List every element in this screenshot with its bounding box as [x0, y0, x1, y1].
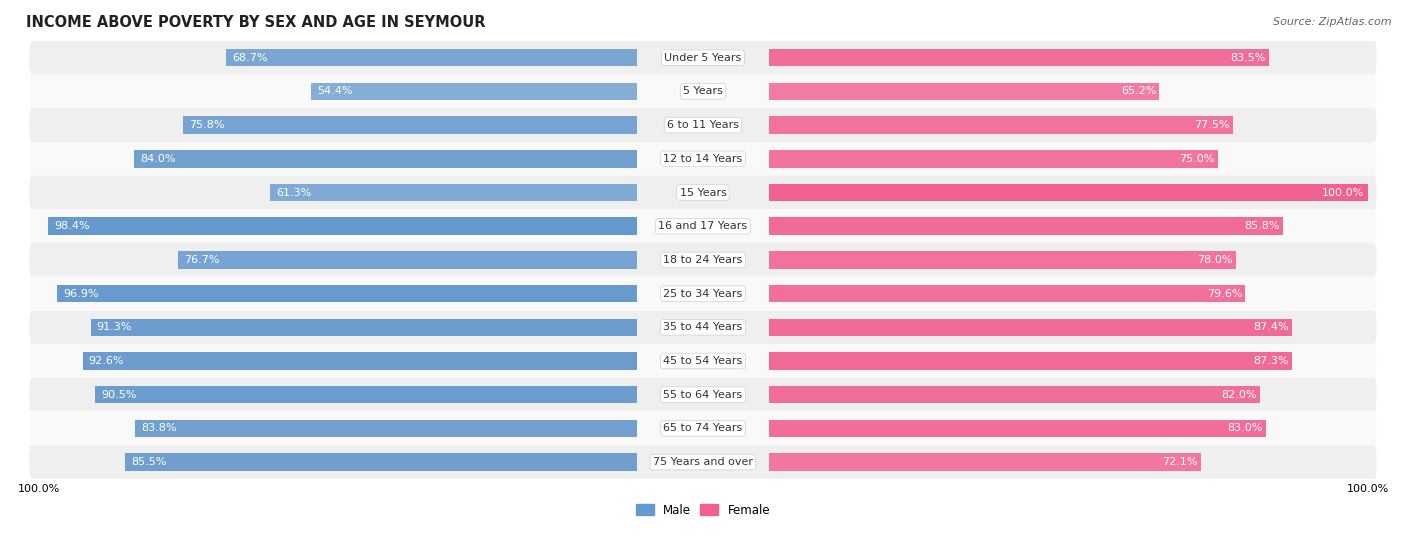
Text: 87.4%: 87.4% [1254, 323, 1289, 332]
Text: 65.2%: 65.2% [1121, 87, 1156, 97]
Text: 96.9%: 96.9% [63, 288, 98, 299]
Bar [226, 49, 637, 67]
Legend: Male, Female: Male, Female [636, 504, 770, 517]
Text: 55 to 64 Years: 55 to 64 Years [664, 390, 742, 400]
Bar [769, 420, 1265, 437]
Text: 75.8%: 75.8% [190, 120, 225, 130]
Bar [769, 386, 1260, 404]
Text: 83.5%: 83.5% [1230, 53, 1265, 63]
Bar [134, 150, 637, 168]
Text: 85.5%: 85.5% [131, 457, 167, 467]
Text: 90.5%: 90.5% [101, 390, 136, 400]
Text: 84.0%: 84.0% [141, 154, 176, 164]
Text: 45 to 54 Years: 45 to 54 Years [664, 356, 742, 366]
Text: 83.8%: 83.8% [142, 423, 177, 433]
Text: 75.0%: 75.0% [1180, 154, 1215, 164]
Bar [769, 453, 1201, 471]
Bar [769, 184, 1368, 201]
Text: 65 to 74 Years: 65 to 74 Years [664, 423, 742, 433]
Text: Source: ZipAtlas.com: Source: ZipAtlas.com [1274, 17, 1392, 27]
Text: 15 Years: 15 Years [679, 187, 727, 197]
Text: 75 Years and over: 75 Years and over [652, 457, 754, 467]
Bar [769, 49, 1268, 67]
Text: 85.8%: 85.8% [1244, 221, 1279, 231]
Text: 77.5%: 77.5% [1194, 120, 1230, 130]
Text: 79.6%: 79.6% [1206, 288, 1243, 299]
Text: 98.4%: 98.4% [53, 221, 90, 231]
FancyBboxPatch shape [30, 378, 1376, 411]
FancyBboxPatch shape [30, 411, 1376, 445]
Text: 100.0%: 100.0% [1322, 187, 1365, 197]
Text: 25 to 34 Years: 25 to 34 Years [664, 288, 742, 299]
Bar [48, 217, 637, 235]
Bar [769, 83, 1159, 100]
Text: 54.4%: 54.4% [318, 87, 353, 97]
Text: 87.3%: 87.3% [1253, 356, 1288, 366]
Text: 12 to 14 Years: 12 to 14 Years [664, 154, 742, 164]
FancyBboxPatch shape [30, 210, 1376, 243]
Bar [769, 150, 1218, 168]
FancyBboxPatch shape [30, 310, 1376, 344]
Text: 92.6%: 92.6% [89, 356, 124, 366]
FancyBboxPatch shape [30, 41, 1376, 74]
Bar [90, 319, 637, 336]
Bar [769, 352, 1292, 369]
Bar [83, 352, 637, 369]
Text: 18 to 24 Years: 18 to 24 Years [664, 255, 742, 265]
Bar [312, 83, 637, 100]
Text: 82.0%: 82.0% [1222, 390, 1257, 400]
Text: 35 to 44 Years: 35 to 44 Years [664, 323, 742, 332]
Bar [769, 319, 1292, 336]
Text: 91.3%: 91.3% [97, 323, 132, 332]
FancyBboxPatch shape [30, 142, 1376, 176]
Bar [769, 217, 1282, 235]
Bar [135, 420, 637, 437]
Bar [769, 116, 1233, 134]
FancyBboxPatch shape [30, 344, 1376, 378]
FancyBboxPatch shape [30, 243, 1376, 277]
FancyBboxPatch shape [30, 445, 1376, 479]
Text: INCOME ABOVE POVERTY BY SEX AND AGE IN SEYMOUR: INCOME ABOVE POVERTY BY SEX AND AGE IN S… [27, 15, 486, 30]
Text: 16 and 17 Years: 16 and 17 Years [658, 221, 748, 231]
Text: 61.3%: 61.3% [276, 187, 311, 197]
Bar [270, 184, 637, 201]
Text: 72.1%: 72.1% [1161, 457, 1198, 467]
Bar [769, 251, 1236, 269]
Text: 5 Years: 5 Years [683, 87, 723, 97]
FancyBboxPatch shape [30, 176, 1376, 210]
Text: 76.7%: 76.7% [184, 255, 219, 265]
FancyBboxPatch shape [30, 108, 1376, 142]
Text: 68.7%: 68.7% [232, 53, 267, 63]
Bar [125, 453, 637, 471]
Text: 83.0%: 83.0% [1227, 423, 1263, 433]
Text: 6 to 11 Years: 6 to 11 Years [666, 120, 740, 130]
Text: 78.0%: 78.0% [1198, 255, 1233, 265]
Text: Under 5 Years: Under 5 Years [665, 53, 741, 63]
Bar [183, 116, 637, 134]
Bar [96, 386, 637, 404]
Bar [58, 285, 637, 302]
FancyBboxPatch shape [30, 277, 1376, 310]
Bar [769, 285, 1246, 302]
FancyBboxPatch shape [30, 74, 1376, 108]
Bar [179, 251, 637, 269]
